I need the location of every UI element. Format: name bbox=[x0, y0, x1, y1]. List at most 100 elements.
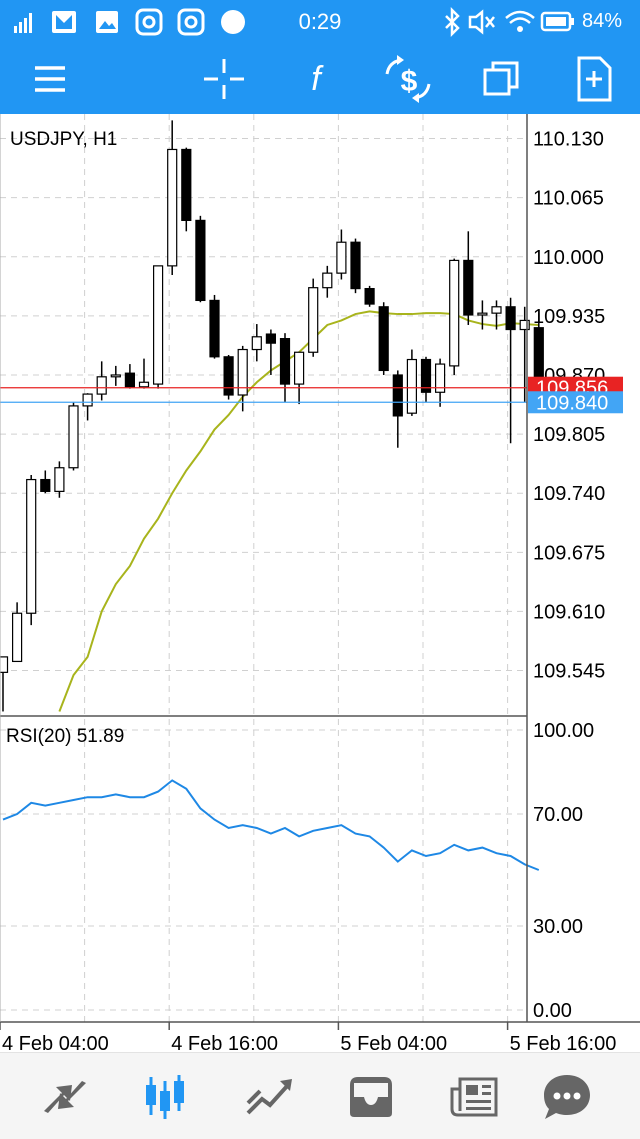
time-tick-label: 4 Feb 04:00 bbox=[2, 1033, 109, 1052]
hamburger-icon bbox=[35, 66, 65, 92]
nav-chart[interactable] bbox=[130, 1063, 200, 1129]
candle-body bbox=[463, 259, 474, 316]
candle bbox=[138, 358, 150, 389]
chart-area[interactable]: 110.130 110.065 110.000 109.935 109.870 109.8… bbox=[0, 114, 640, 1055]
status-bar: 0:29 84% bbox=[0, 0, 640, 44]
candle-body bbox=[0, 656, 9, 673]
candle bbox=[0, 656, 9, 712]
candle-body bbox=[350, 241, 361, 290]
price-tick-label: 109.610 bbox=[533, 601, 605, 623]
candle bbox=[195, 215, 206, 303]
candle-body bbox=[378, 306, 389, 372]
price-tag bbox=[528, 391, 623, 414]
candle bbox=[209, 294, 220, 359]
price-tick-label: 110.065 bbox=[533, 188, 604, 210]
status-icons-left bbox=[14, 8, 245, 36]
price-tag-label: 109.840 bbox=[536, 392, 608, 414]
candle-body bbox=[265, 333, 276, 344]
rsi-layer bbox=[2, 779, 540, 871]
candle bbox=[223, 354, 234, 400]
candle-body bbox=[364, 287, 375, 305]
status-icons-right bbox=[445, 6, 574, 38]
candle-body bbox=[12, 612, 23, 663]
dollar-exchange-icon: $ bbox=[385, 55, 431, 103]
candle-body bbox=[308, 287, 319, 353]
candle-body bbox=[26, 478, 37, 614]
top-toolbar: f $ bbox=[0, 44, 640, 114]
candle bbox=[279, 333, 291, 403]
price-tick-label: 109.545 bbox=[533, 661, 605, 683]
price-chart[interactable]: 110.130110.065110.000109.935109.870109.8… bbox=[0, 114, 640, 1055]
candle-body bbox=[505, 306, 516, 331]
candle-body bbox=[209, 299, 220, 358]
candle-body bbox=[435, 363, 446, 393]
rsi-line bbox=[2, 779, 540, 871]
candle bbox=[82, 393, 93, 421]
nav-messages[interactable] bbox=[532, 1063, 602, 1129]
candle bbox=[491, 300, 502, 330]
candle-body bbox=[82, 393, 93, 407]
candle bbox=[12, 602, 23, 663]
candle bbox=[153, 265, 164, 389]
candlestick-icon bbox=[146, 1075, 184, 1119]
candle bbox=[167, 120, 178, 275]
menu-button[interactable] bbox=[15, 44, 85, 114]
candle bbox=[477, 300, 488, 330]
candle bbox=[392, 370, 403, 448]
candles-layer bbox=[0, 120, 544, 712]
candle bbox=[237, 345, 248, 412]
candle bbox=[26, 475, 37, 626]
crosshair-button[interactable] bbox=[189, 44, 259, 114]
price-tick-label: 109.740 bbox=[533, 483, 605, 505]
new-order-button[interactable] bbox=[559, 44, 629, 114]
candle bbox=[364, 285, 375, 307]
candle-body bbox=[223, 356, 234, 396]
stacked-windows-icon bbox=[483, 61, 519, 96]
candle-body bbox=[251, 336, 262, 351]
candle-body bbox=[449, 259, 460, 367]
nav-history[interactable] bbox=[336, 1063, 406, 1129]
candle bbox=[350, 238, 361, 294]
svg-text:f: f bbox=[311, 60, 324, 98]
candle bbox=[308, 278, 319, 357]
candle bbox=[406, 349, 417, 416]
candle-body bbox=[322, 272, 333, 289]
nav-trade[interactable] bbox=[234, 1063, 304, 1129]
candle-body bbox=[279, 338, 291, 385]
candle-body bbox=[54, 467, 65, 492]
candle-body bbox=[138, 381, 150, 388]
windows-button[interactable] bbox=[466, 44, 536, 114]
candle bbox=[463, 231, 474, 325]
candle bbox=[68, 402, 79, 471]
price-tick-label: 110.000 bbox=[533, 247, 604, 269]
candle-body bbox=[124, 372, 136, 388]
candle bbox=[336, 229, 347, 280]
svg-text:$: $ bbox=[401, 65, 418, 98]
nav-news[interactable] bbox=[440, 1063, 510, 1129]
candle-body bbox=[237, 348, 248, 396]
candle-body bbox=[195, 219, 206, 302]
candle-body bbox=[40, 478, 51, 492]
candle-body bbox=[68, 405, 79, 469]
price-tick-label: 109.935 bbox=[533, 306, 605, 328]
time-tick-label: 4 Feb 16:00 bbox=[171, 1033, 278, 1052]
chat-bubble-icon bbox=[544, 1075, 590, 1119]
battery-percent: 84% bbox=[581, 10, 622, 32]
candle bbox=[505, 297, 516, 444]
axis-layer: 110.130110.065110.000109.935109.870109.8… bbox=[0, 114, 640, 1055]
candle-body bbox=[181, 148, 192, 221]
indicators-button[interactable]: f bbox=[281, 44, 351, 114]
quotes-arrows-icon bbox=[44, 1081, 86, 1113]
trade-button[interactable]: $ bbox=[373, 44, 443, 114]
candle-body bbox=[491, 306, 502, 314]
nav-quotes[interactable] bbox=[30, 1063, 100, 1129]
candle-body bbox=[336, 241, 347, 274]
chart-title: USDJPY, H1 bbox=[10, 129, 117, 150]
candle-body bbox=[153, 265, 164, 385]
candle-body bbox=[294, 351, 305, 385]
candle bbox=[435, 358, 446, 407]
news-icon bbox=[450, 1077, 498, 1117]
trend-icon bbox=[246, 1079, 292, 1115]
candle bbox=[265, 329, 276, 375]
bottom-nav bbox=[0, 1052, 640, 1139]
